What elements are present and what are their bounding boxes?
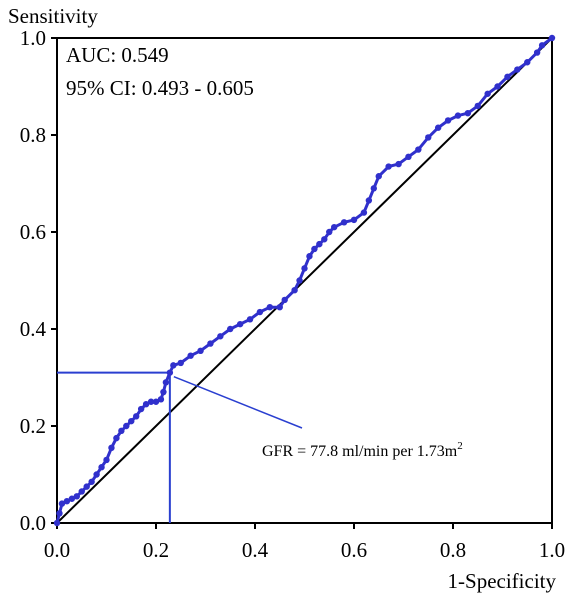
roc-point (246, 316, 254, 323)
roc-point (375, 173, 382, 180)
roc-point (157, 396, 165, 403)
roc-point (524, 59, 531, 66)
roc-point (227, 325, 234, 333)
roc-point (301, 265, 308, 272)
x-tick-label: 0.0 (44, 538, 70, 562)
roc-point (360, 209, 368, 216)
roc-point (78, 488, 85, 495)
roc-point (434, 124, 442, 131)
roc-point (365, 197, 373, 204)
roc-point (207, 340, 214, 347)
roc-point (108, 444, 115, 452)
roc-point (118, 427, 125, 435)
roc-point (350, 216, 358, 224)
roc-point (256, 308, 264, 316)
roc-point (236, 320, 244, 328)
roc-point (123, 422, 130, 430)
x-tick-label: 0.2 (143, 538, 169, 562)
roc-point (454, 112, 462, 119)
x-axis-title: 1-Specificity (448, 569, 557, 593)
x-tick-label: 0.4 (242, 538, 269, 562)
roc-point (291, 287, 298, 294)
roc-point (370, 185, 377, 192)
roc-point (415, 146, 422, 153)
roc-point (68, 495, 76, 502)
roc-point (484, 90, 491, 97)
roc-point (53, 519, 61, 527)
roc-point (296, 277, 303, 284)
plot-frame (56, 37, 553, 524)
roc-point (93, 471, 100, 478)
roc-point (326, 228, 333, 236)
cutoff-label-main: GFR = 77.8 ml/min per 1.73m (262, 443, 458, 460)
roc-point (444, 117, 452, 124)
roc-point (166, 369, 174, 376)
roc-point (538, 42, 546, 49)
roc-point (152, 398, 160, 405)
roc-point (405, 153, 412, 161)
ci-annotation: 95% CI: 0.493 - 0.605 (66, 76, 254, 100)
roc-point (425, 134, 432, 141)
roc-point (73, 493, 81, 500)
roc-point (103, 456, 110, 464)
y-axis-ticks: 0.0 0.2 0.4 0.6 0.8 1.0 (20, 26, 57, 535)
roc-point (128, 417, 135, 425)
roc-curve-points (53, 34, 556, 527)
roc-point (83, 483, 90, 490)
roc-point (56, 510, 63, 517)
roc-point (548, 34, 556, 42)
roc-point (385, 163, 392, 170)
x-axis-ticks: 0.0 0.2 0.4 0.6 0.8 1.0 (44, 523, 565, 562)
cutoff-label-superscript: 2 (457, 440, 463, 452)
roc-point (113, 434, 120, 442)
roc-point (98, 464, 105, 471)
y-tick-label: 1.0 (20, 26, 46, 50)
y-axis-title: Sensitivity (8, 4, 98, 28)
y-tick-label: 0.4 (20, 317, 47, 341)
x-tick-label: 0.8 (440, 538, 466, 562)
roc-point (142, 400, 150, 408)
cutoff-label: GFR = 77.8 ml/min per 1.73m2 (262, 440, 463, 460)
roc-point (58, 500, 66, 507)
roc-point (187, 352, 194, 359)
roc-point (311, 245, 318, 253)
x-tick-label: 0.6 (341, 538, 367, 562)
roc-point (88, 478, 95, 485)
roc-point (533, 49, 541, 56)
roc-point (306, 253, 313, 260)
y-tick-label: 0.6 (20, 220, 46, 244)
roc-point (170, 362, 177, 369)
roc-point (281, 296, 288, 304)
roc-point (464, 109, 472, 117)
y-tick-label: 0.8 (20, 123, 46, 147)
roc-point (133, 413, 140, 420)
roc-point (395, 160, 402, 168)
roc-point (266, 303, 274, 311)
roc-point (162, 379, 170, 386)
cutoff-pointer-line (173, 375, 303, 429)
roc-point (147, 398, 155, 405)
x-tick-label: 1.0 (539, 538, 565, 562)
roc-point (197, 347, 204, 355)
roc-point (137, 405, 145, 413)
roc-point (160, 388, 167, 396)
reference-diagonal-line (56, 37, 553, 524)
roc-point (514, 66, 521, 73)
roc-point (217, 333, 224, 340)
roc-point (504, 73, 511, 81)
roc-point (276, 303, 283, 311)
roc-point (331, 223, 338, 231)
roc-point (177, 359, 184, 367)
roc-point (321, 236, 328, 243)
roc-point (316, 240, 323, 248)
y-tick-label: 0.0 (20, 511, 46, 535)
roc-point (494, 83, 501, 90)
roc-point (340, 219, 348, 226)
roc-point (474, 102, 481, 110)
roc-point (63, 497, 71, 505)
auc-annotation: AUC: 0.549 (66, 43, 169, 67)
y-tick-label: 0.2 (20, 414, 46, 438)
